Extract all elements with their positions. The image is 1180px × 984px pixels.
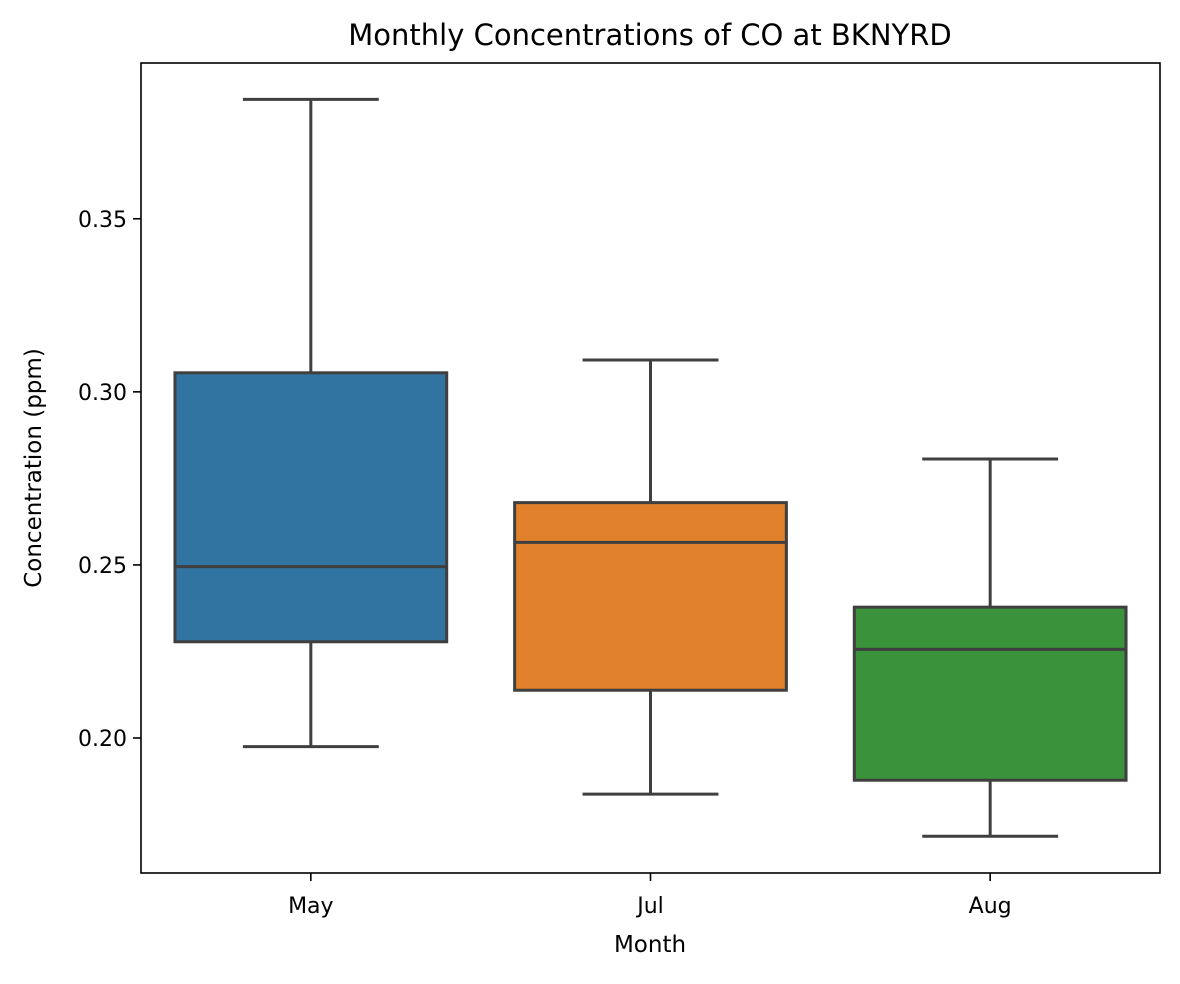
x-tick-label: May <box>288 894 333 919</box>
x-axis-label: Month <box>614 932 686 958</box>
box-may <box>173 371 449 644</box>
y-tick-label: 0.30 <box>78 381 127 406</box>
y-tick-label: 0.35 <box>78 208 127 233</box>
box-jul <box>513 501 788 692</box>
y-axis-label: Concentration (ppm) <box>21 348 47 588</box>
y-tick-label: 0.20 <box>78 727 127 752</box>
box-aug <box>852 605 1128 782</box>
chart-title: Monthly Concentrations of CO at BKNYRD <box>348 18 951 52</box>
x-tick-label: Jul <box>635 894 664 919</box>
x-tick-label: Aug <box>969 894 1012 919</box>
y-tick-label: 0.25 <box>78 554 127 579</box>
plot-area: 0.20 0.25 0.30 0.35 May Jul Aug <box>78 62 1161 919</box>
